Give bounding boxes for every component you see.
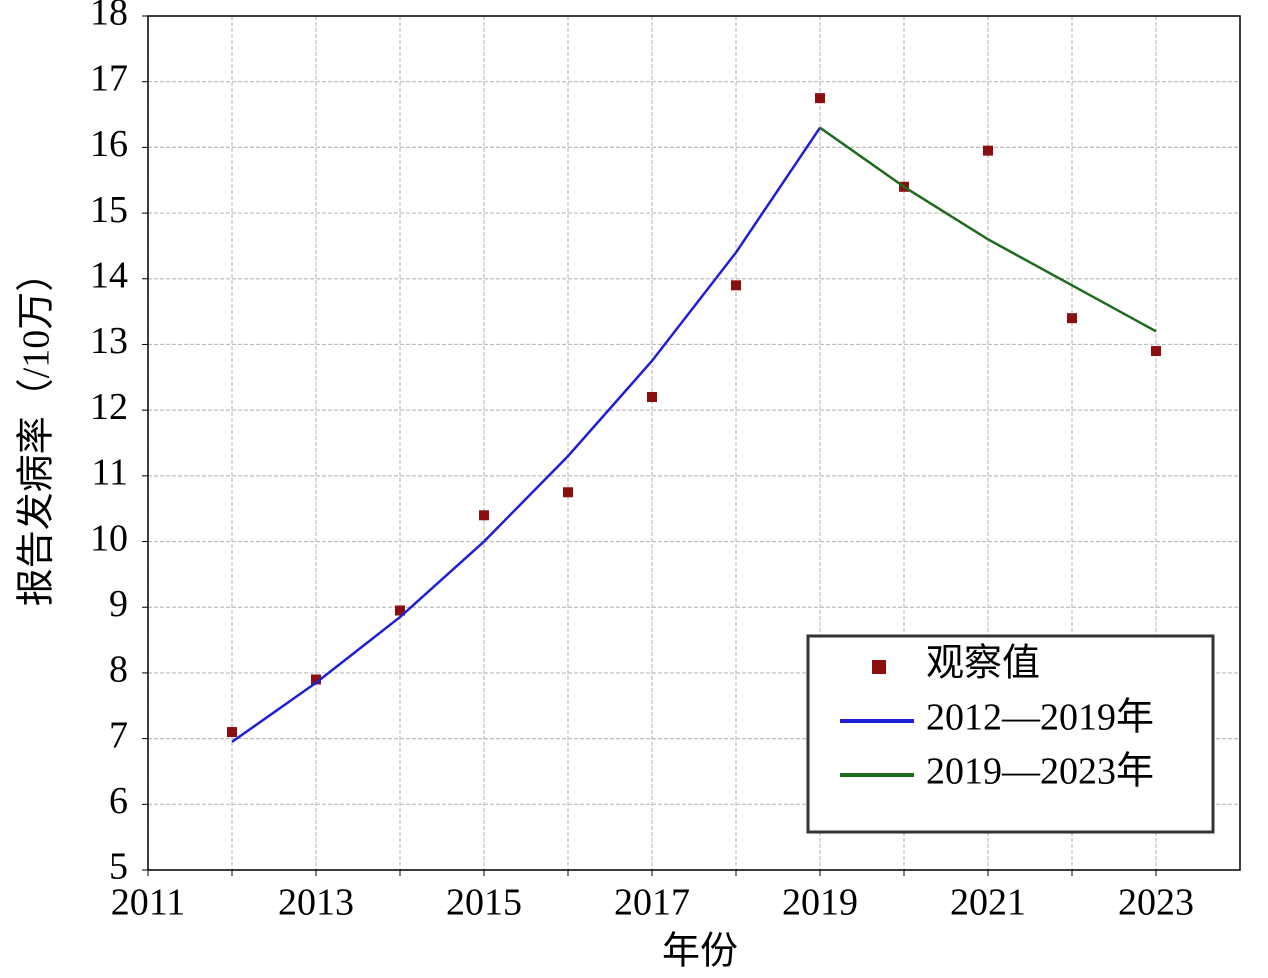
data-point	[731, 280, 741, 291]
y-tick-label: 11	[91, 452, 128, 494]
y-tick-label: 14	[90, 254, 128, 296]
y-tick-label: 6	[109, 780, 128, 822]
series-line	[231, 126, 822, 743]
y-tick-label: 7	[109, 714, 128, 756]
y-tick-label: 15	[90, 189, 128, 231]
data-point	[227, 727, 237, 738]
legend-label: 2019—2023年	[926, 751, 1154, 793]
data-point	[395, 605, 405, 616]
x-tick-label: 2011	[111, 882, 186, 924]
y-tick-label: 17	[90, 57, 128, 99]
x-tick-label: 2017	[614, 882, 690, 924]
x-tick-label: 2021	[950, 882, 1026, 924]
y-tick-label: 13	[90, 320, 128, 362]
x-tick-label: 2015	[446, 882, 522, 924]
data-point	[983, 145, 993, 156]
y-tick-label: 12	[90, 386, 128, 428]
x-tick-label: 2019	[782, 882, 858, 924]
y-axis-label: 报告发病率（/10万）	[16, 254, 58, 607]
x-tick-label: 2013	[278, 882, 354, 924]
legend-label: 观察值	[926, 643, 1040, 685]
legend-label: 2012—2019年	[926, 697, 1154, 739]
plot-frame	[147, 15, 1241, 871]
y-tick-label: 5	[109, 846, 128, 888]
data-point	[479, 510, 489, 521]
legend-marker	[872, 660, 886, 674]
data-point	[563, 487, 573, 498]
y-tick-label: 10	[90, 517, 128, 559]
data-point	[647, 392, 657, 403]
data-point	[1067, 313, 1077, 324]
x-tick-label: 2023	[1118, 882, 1194, 924]
y-tick-label: 8	[109, 649, 128, 691]
data-point	[1151, 346, 1161, 357]
data-point	[311, 674, 321, 685]
series-line	[819, 126, 1157, 333]
x-axis-label: 年份	[662, 931, 738, 973]
y-tick-label: 16	[90, 123, 128, 165]
y-tick-label: 9	[109, 583, 128, 625]
data-point	[815, 93, 825, 104]
y-tick-label: 18	[90, 0, 128, 34]
